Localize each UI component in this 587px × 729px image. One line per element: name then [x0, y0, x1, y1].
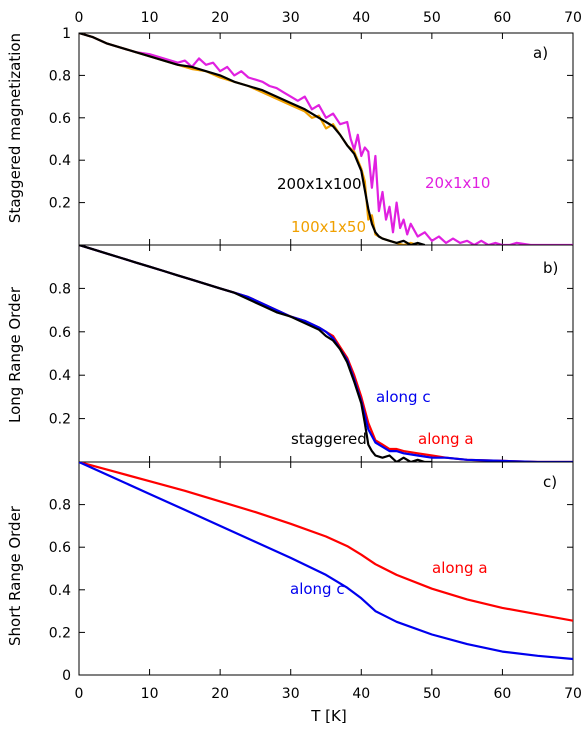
panel-a-ylabel: Staggered magnetization: [6, 33, 24, 223]
x-tick-label-top: 40: [352, 10, 370, 26]
x-tick-label: 0: [75, 686, 84, 702]
panel-c: Short Range Order c) along a along c T […: [6, 462, 582, 725]
y-tick-label: 0.4: [49, 583, 71, 599]
x-tick-label-top: 60: [494, 10, 512, 26]
panel-a-label: a): [533, 44, 548, 62]
label-100x1x50: 100x1x50: [291, 218, 366, 236]
x-tick-label-top: 70: [564, 10, 582, 26]
y-tick-label: 0.6: [49, 111, 71, 127]
series-along-c: [79, 462, 573, 659]
label-along-c-c: along c: [290, 580, 345, 598]
panel-c-frame: [79, 462, 573, 675]
y-tick-label: 0.4: [49, 368, 71, 384]
y-tick-label: 0.6: [49, 540, 71, 556]
y-tick-label: 0.8: [49, 281, 71, 297]
y-tick-label: 0.4: [49, 153, 71, 169]
x-tick-label-top: 10: [141, 10, 159, 26]
panel-a-frame: [79, 33, 573, 245]
x-tick-label-top: 30: [282, 10, 300, 26]
x-axis-label: T [K]: [310, 707, 346, 725]
series-100x1x50: [79, 33, 418, 245]
panel-c-ylabel: Short Range Order: [6, 505, 24, 646]
panel-b-label: b): [543, 259, 558, 277]
panel-b: Long Range Order b) along c along a stag…: [6, 245, 573, 462]
series-20x1x10: [79, 33, 573, 245]
y-tick-label: 0.8: [49, 68, 71, 84]
y-tick-label: 0.2: [49, 412, 71, 428]
y-tick-label: 0.8: [49, 498, 71, 514]
series-staggered: [79, 245, 432, 462]
panel-b-ylabel: Long Range Order: [6, 286, 24, 423]
x-tick-label-top: 0: [75, 10, 84, 26]
label-along-c-b: along c: [376, 388, 431, 406]
x-tick-label-top: 20: [211, 10, 229, 26]
label-200x1x100: 200x1x100: [277, 175, 362, 193]
series-200x1x100: [79, 33, 425, 245]
x-tick-label: 40: [352, 686, 370, 702]
label-along-a-b: along a: [418, 430, 474, 448]
y-tick-label: 1: [62, 26, 71, 42]
x-tick-label: 50: [423, 686, 441, 702]
x-tick-label: 60: [494, 686, 512, 702]
y-tick-label: 0.6: [49, 325, 71, 341]
y-tick-label: 0: [62, 668, 71, 684]
label-20x1x10: 20x1x10: [425, 174, 490, 192]
x-tick-label-top: 50: [423, 10, 441, 26]
x-tick-label: 20: [211, 686, 229, 702]
x-tick-label: 30: [282, 686, 300, 702]
x-tick-label: 10: [141, 686, 159, 702]
label-staggered: staggered: [291, 430, 367, 448]
x-tick-label: 70: [564, 686, 582, 702]
panel-c-label: c): [543, 473, 557, 491]
y-tick-label: 0.2: [49, 625, 71, 641]
y-tick-label: 0.2: [49, 196, 71, 212]
label-along-a-c: along a: [432, 559, 488, 577]
panel-a: Staggered magnetization a) 200x1x100 20x…: [6, 10, 582, 245]
